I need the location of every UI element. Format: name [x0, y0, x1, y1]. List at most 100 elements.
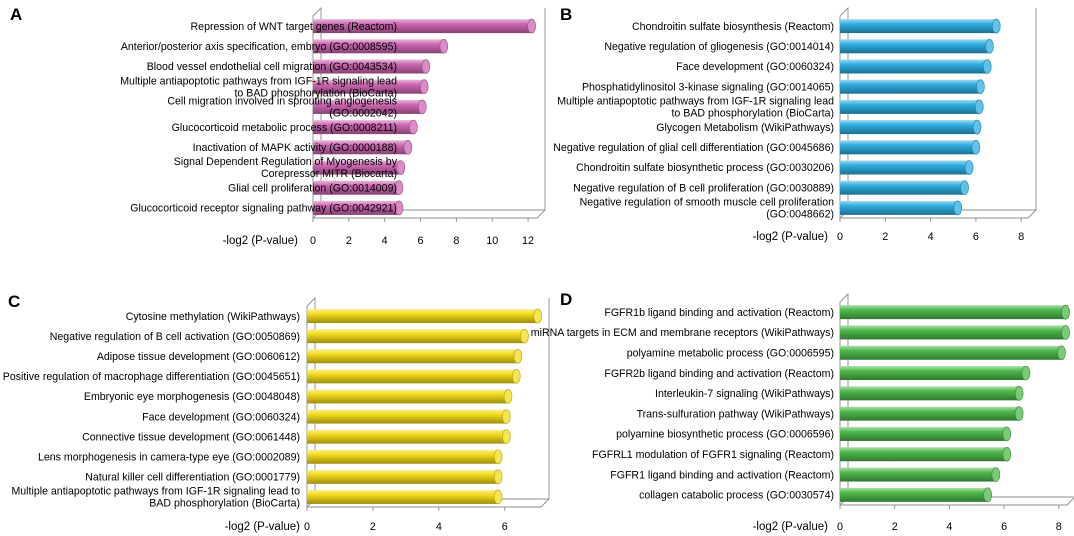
category-label: Embryonic eye morphogenesis (GO:0048048): [84, 391, 300, 403]
category-label: Chondroitin sulfate biosynthesis (Reacto…: [632, 21, 834, 33]
bar-8: [840, 160, 974, 175]
bar-cap: [985, 38, 994, 54]
category-label: Signal Dependent Regulation of Myogenesi…: [174, 156, 398, 180]
x-tick-label: 2: [346, 235, 352, 247]
bar-6: [313, 119, 418, 135]
bar-cap: [439, 38, 449, 54]
bar-10: [840, 487, 992, 503]
category-label: FGFR2b ligand binding and activation (Re…: [604, 368, 834, 380]
bar-body: [840, 160, 970, 175]
bar-cap: [419, 79, 429, 94]
category-label: Natural killer cell differentiation (GO:…: [85, 472, 300, 484]
bar-body: [840, 59, 988, 74]
bar-1: [840, 18, 1001, 34]
bar-body: [313, 59, 426, 74]
category-label: Glial cell proliferation (GO:0014009): [228, 182, 397, 194]
bar-body: [307, 409, 507, 424]
bar-cap: [394, 200, 404, 216]
bar-body: [840, 406, 1020, 421]
panel-c: C 0 2 4 6 -log2 (P-value) Cytosine methylation…: [3, 292, 550, 533]
bar-cap: [533, 308, 543, 324]
bar-6: [307, 409, 511, 424]
bar-cap: [493, 449, 503, 465]
category-label: Glucocorticoid receptor signaling pathwa…: [130, 203, 397, 215]
bar-body: [840, 19, 997, 34]
x-tick-label: 2: [370, 521, 376, 533]
bar-4: [840, 79, 985, 94]
category-label: Negative regulation of B cell activation…: [50, 331, 300, 343]
category-label: Negative regulation of gliogenesis (GO:0…: [604, 41, 834, 53]
bar-2: [313, 38, 449, 54]
bar-body: [313, 19, 532, 34]
axis-floor: [307, 498, 550, 508]
bar-body: [840, 140, 976, 155]
bar-cap: [1061, 325, 1070, 340]
bar-cap: [964, 160, 974, 175]
category-label: Negative regulation of B cell proliferat…: [573, 182, 834, 194]
category-label: polyamine biosynthetic process (GO:00065…: [616, 429, 834, 441]
x-axis-label: -log2 (P-value): [225, 521, 301, 533]
bar-cap: [520, 328, 529, 344]
panel-letter: A: [10, 5, 22, 24]
bar-cap: [403, 140, 413, 155]
bar-body: [307, 449, 499, 464]
axis-floor: [313, 209, 546, 219]
bar-3: [307, 348, 523, 364]
x-tick-label: 12: [522, 235, 534, 247]
bar-body: [313, 99, 423, 114]
bar-cap: [409, 119, 418, 135]
bar-cap: [1002, 446, 1012, 462]
bar-cap: [396, 160, 406, 175]
category-label: Multiple antiapoptotic pathways from IGF…: [120, 75, 397, 99]
bar-7: [313, 140, 413, 155]
bar-cap: [527, 18, 536, 34]
bar-5: [307, 389, 513, 404]
bar-9: [840, 180, 969, 195]
category-label: collagen catabolic process (GO:0030574): [639, 490, 834, 502]
bar-cap: [971, 140, 981, 155]
x-axis-label: -log2 (P-value): [223, 235, 299, 247]
bar-cap: [953, 200, 963, 216]
bar-cap: [1057, 345, 1066, 361]
bar-body: [840, 200, 958, 215]
x-tick-label: 6: [502, 521, 508, 533]
x-tick-label: 10: [486, 235, 498, 247]
category-label: Glycogen Metabolism (WikiPathways): [656, 122, 834, 134]
bar-2: [840, 325, 1070, 340]
bar-body: [313, 180, 400, 195]
panel-b: B 0 2 4 6 8 -log2 (P-value) Chondroitin sulfate…: [553, 5, 1037, 243]
category-label: Glucocorticoid metabolic process (GO:000…: [172, 122, 397, 134]
category-label: FGFRL1 modulation of FGFR1 signaling (Re…: [592, 449, 834, 461]
x-axis-label: -log2 (P-value): [753, 521, 829, 533]
bar-cap: [1014, 406, 1024, 421]
bar-7: [840, 426, 1012, 442]
bar-body: [840, 99, 980, 114]
bar-9: [307, 469, 503, 485]
bar-body: [313, 160, 401, 175]
bar-8: [307, 449, 503, 465]
x-tick-label: 2: [892, 521, 898, 533]
category-label: FGFR1 ligand binding and activation (Rea…: [610, 469, 834, 481]
bar-7: [840, 140, 981, 155]
bar-body: [840, 120, 978, 135]
panel-letter: D: [560, 290, 572, 309]
bar-body: [840, 366, 1026, 381]
bar-body: [840, 305, 1066, 320]
bar-3: [840, 59, 992, 74]
bar-cap: [960, 180, 969, 195]
bar-cap: [493, 469, 503, 485]
bar-body: [313, 140, 408, 155]
category-label: Positive regulation of macrophage differ…: [3, 371, 300, 383]
bar-10: [313, 200, 404, 216]
x-tick-label: 4: [436, 521, 442, 533]
x-tick-label: 4: [382, 235, 388, 247]
bar-body: [307, 389, 509, 404]
bar-body: [313, 120, 414, 135]
bar-4: [840, 365, 1031, 381]
bar-body: [313, 200, 400, 215]
bar-cap: [502, 409, 511, 424]
category-label: Cell migration involved in sprouting ang…: [167, 96, 397, 120]
bar-body: [307, 489, 499, 504]
bar-body: [307, 469, 499, 484]
